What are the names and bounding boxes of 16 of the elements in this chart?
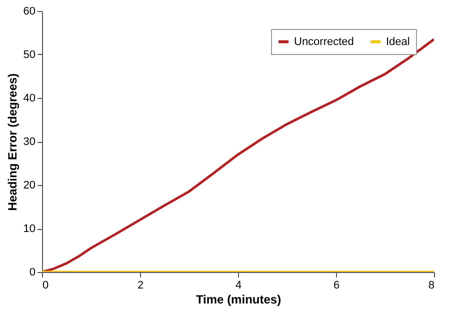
x-tick-label: 6: [333, 280, 340, 292]
x-tick-label: 0: [42, 280, 49, 292]
x-axis-title: Time (minutes): [196, 292, 282, 306]
x-tick-label: 2: [137, 280, 144, 292]
x-tick-label: 4: [235, 280, 242, 292]
y-tick-label: 0: [29, 266, 36, 278]
y-tick-label: 10: [23, 223, 36, 235]
y-tick-label: 60: [23, 6, 36, 18]
legend-label: Uncorrected: [294, 36, 354, 48]
y-axis-title: Heading Error (degrees): [5, 73, 20, 211]
x-tick-label: 8: [428, 280, 434, 292]
y-tick-label: 40: [23, 92, 36, 104]
y-tick-label: 50: [23, 49, 36, 61]
legend-label: Ideal: [386, 36, 410, 48]
y-tick-label: 30: [23, 136, 36, 148]
y-tick-label: 20: [23, 180, 36, 192]
